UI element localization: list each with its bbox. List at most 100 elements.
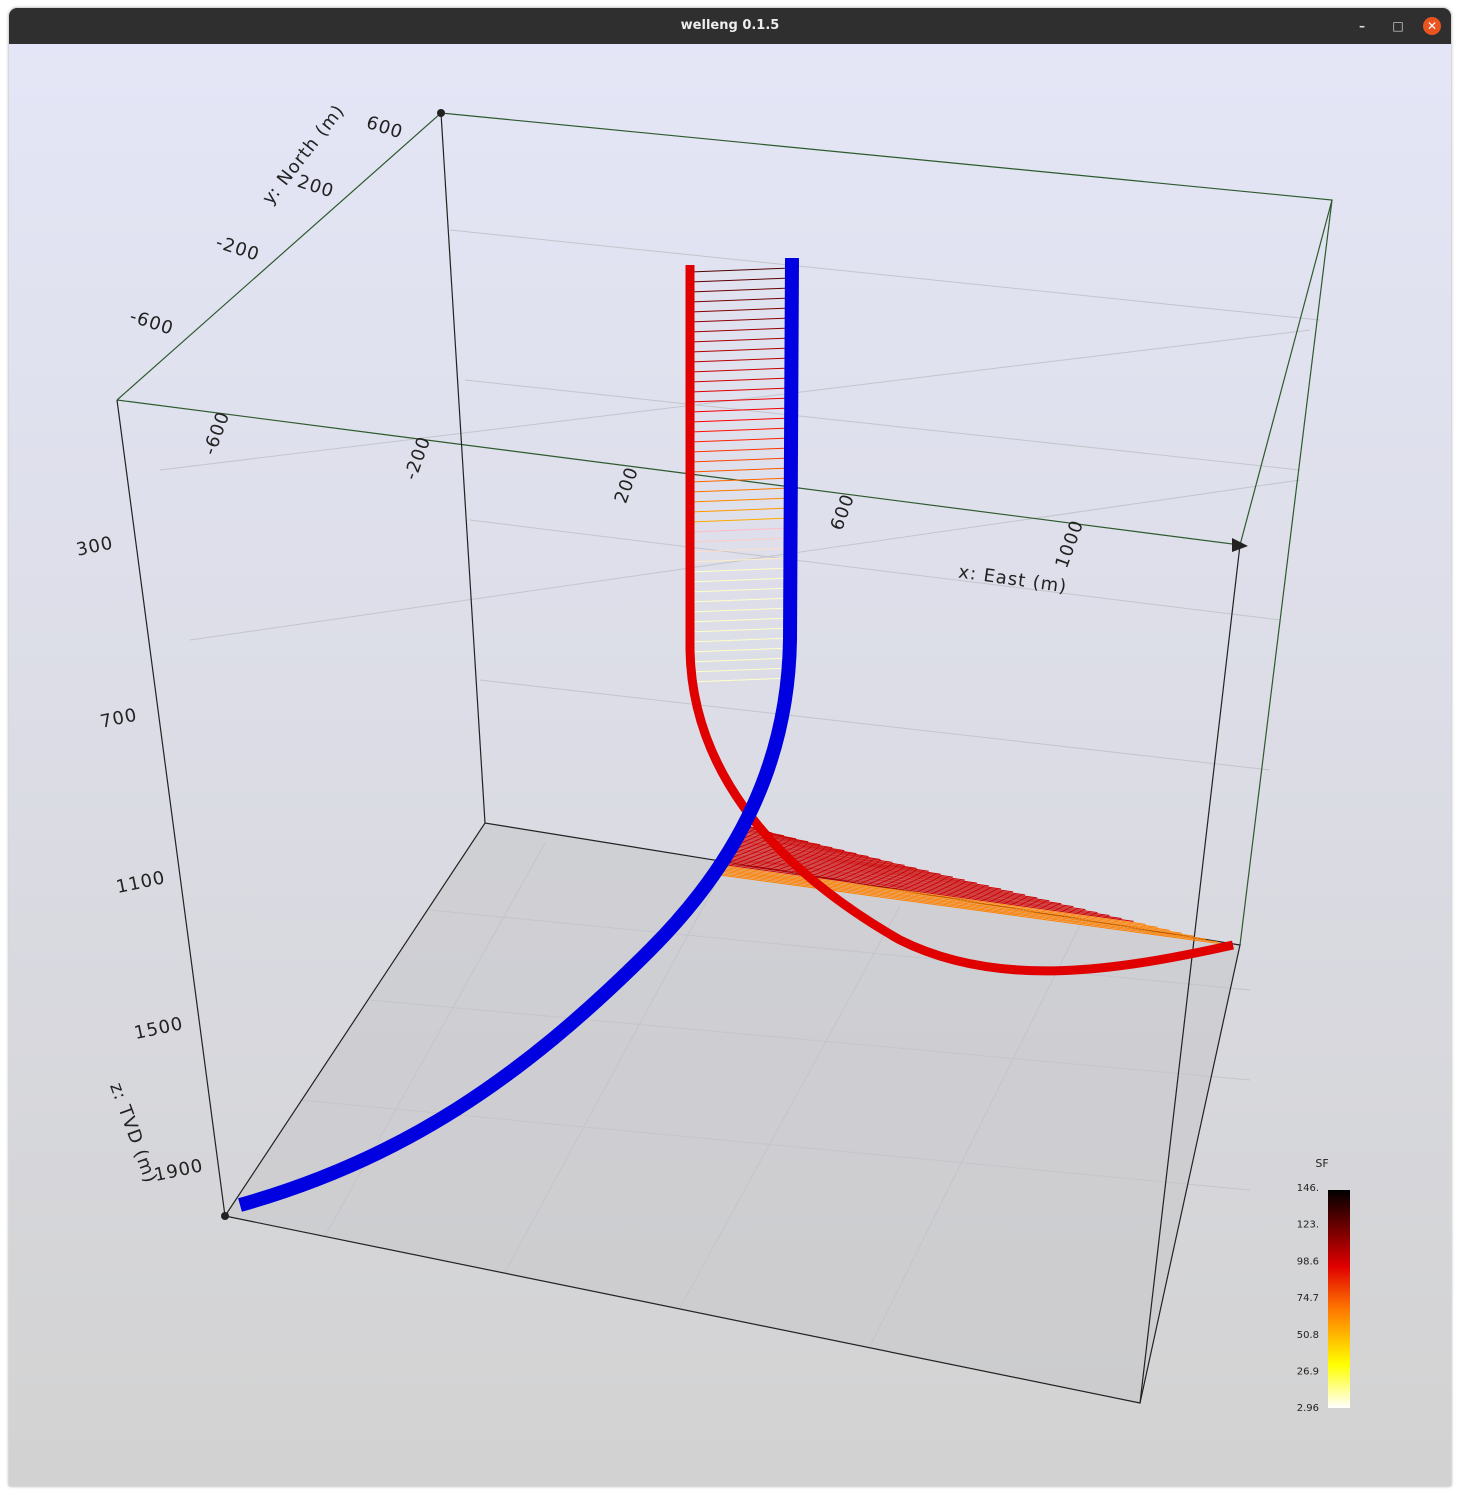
- hatch-line: [741, 832, 833, 849]
- hatch-line: [728, 857, 1074, 908]
- hatch-line: [689, 427, 792, 433]
- hatch-line: [736, 841, 917, 869]
- hatch-line: [689, 467, 792, 473]
- minimize-button[interactable]: –: [1359, 19, 1365, 33]
- hatch-line: [735, 843, 941, 875]
- hatch-line: [731, 851, 1014, 893]
- grid-line: [369, 999, 1251, 1081]
- hatch-line: [689, 447, 792, 453]
- hatch-line: [719, 874, 1231, 946]
- hatch-line: [721, 871, 1206, 940]
- x-axis-arrow: [1232, 538, 1248, 552]
- hatch-line: [689, 527, 792, 533]
- hatch-line: [689, 397, 792, 403]
- hatch-line: [737, 839, 905, 866]
- hatch-line: [732, 848, 990, 887]
- grid-line: [469, 519, 1281, 621]
- colorbar-title: SF: [1315, 1157, 1328, 1170]
- hatch-line: [689, 377, 792, 383]
- hatch-line: [689, 337, 792, 343]
- hatch-line: [727, 859, 1086, 911]
- red-well: [685, 265, 1234, 976]
- hatch-line: [726, 860, 1098, 914]
- y-tick-label: -600: [127, 306, 176, 340]
- hatch-line: [689, 497, 792, 503]
- hatch-line: [720, 873, 1219, 943]
- hatch-line: [726, 861, 1110, 917]
- hatch-line: [689, 597, 792, 603]
- hatch-line: [689, 277, 792, 283]
- hatch-line: [689, 307, 792, 313]
- hatch-line: [689, 417, 792, 423]
- y-tick-label: 600: [364, 112, 406, 144]
- hatch-line: [732, 850, 1002, 890]
- hatch-line: [689, 667, 792, 673]
- hatch-line: [738, 837, 881, 860]
- hatch-line: [737, 838, 893, 863]
- hatch-line: [734, 846, 965, 881]
- hatch-line: [733, 847, 977, 884]
- hatch-line: [689, 607, 792, 613]
- hatch-line: [721, 870, 1194, 937]
- z-axis-end: [221, 1212, 229, 1220]
- hatch-line: [689, 437, 792, 443]
- hatch-line: [689, 327, 792, 333]
- hatch-line: [689, 657, 792, 663]
- colorbar-label: 146.: [1297, 1183, 1319, 1194]
- colorbar-label: 26.9: [1297, 1367, 1319, 1378]
- hatch-line: [723, 868, 1170, 931]
- hatch-line: [689, 637, 792, 643]
- hatch-line: [730, 852, 1026, 896]
- hatch-line: [728, 856, 1062, 905]
- grid-line: [869, 924, 1081, 1347]
- hatch-line: [742, 829, 809, 843]
- hatch-line: [689, 367, 792, 373]
- x-tick-label: 200: [611, 464, 644, 506]
- hatch-line: [723, 866, 1158, 928]
- x-axis-label: x: East (m): [957, 562, 1068, 598]
- hatch-line: [689, 677, 792, 683]
- colorbar-label: 74.7: [1297, 1293, 1319, 1304]
- hatch-line: [689, 627, 792, 633]
- hatch-line: [689, 407, 792, 413]
- grid-line: [679, 905, 901, 1309]
- hatch-line: [689, 517, 792, 523]
- hatch-line: [689, 357, 792, 363]
- hatch-line: [724, 865, 1146, 925]
- grid: [159, 229, 1321, 1347]
- grid-line: [449, 229, 1321, 321]
- z-tick-label: 1500: [132, 1013, 185, 1044]
- hatch-line: [689, 347, 792, 353]
- grid-line: [504, 875, 721, 1273]
- z-tick-label: 1100: [114, 867, 167, 898]
- z-tick-label: 300: [74, 532, 115, 560]
- maximize-button[interactable]: □: [1392, 19, 1404, 33]
- y-tick-label: -200: [213, 232, 262, 266]
- colorbar: [1328, 1190, 1350, 1408]
- hatch-line: [689, 267, 792, 273]
- x-tick-label: -200: [400, 433, 435, 482]
- y-tick-label: 200: [295, 171, 337, 203]
- hatch-line: [739, 834, 857, 855]
- grid-line: [429, 909, 1251, 991]
- hatch-line: [689, 477, 792, 483]
- hatch-line: [689, 567, 792, 573]
- hatch-line: [689, 537, 792, 543]
- hatch-line: [730, 853, 1038, 899]
- hatch-line: [689, 317, 792, 323]
- hatch-line: [689, 557, 792, 563]
- close-button[interactable]: ✕: [1423, 17, 1441, 35]
- x-tick-label: 1000: [1051, 517, 1088, 571]
- hatch-line: [741, 830, 821, 846]
- hatch-lines: [689, 267, 1231, 946]
- x-tick-label: 600: [827, 491, 860, 533]
- hatch-line: [689, 297, 792, 303]
- colorbar-label: 123.: [1297, 1220, 1319, 1231]
- hatch-line: [689, 457, 792, 463]
- grid-line: [464, 379, 1301, 471]
- z-axis-label: z: TVD (m): [105, 1080, 161, 1187]
- hatch-line: [689, 547, 792, 553]
- hatch-line: [729, 855, 1050, 902]
